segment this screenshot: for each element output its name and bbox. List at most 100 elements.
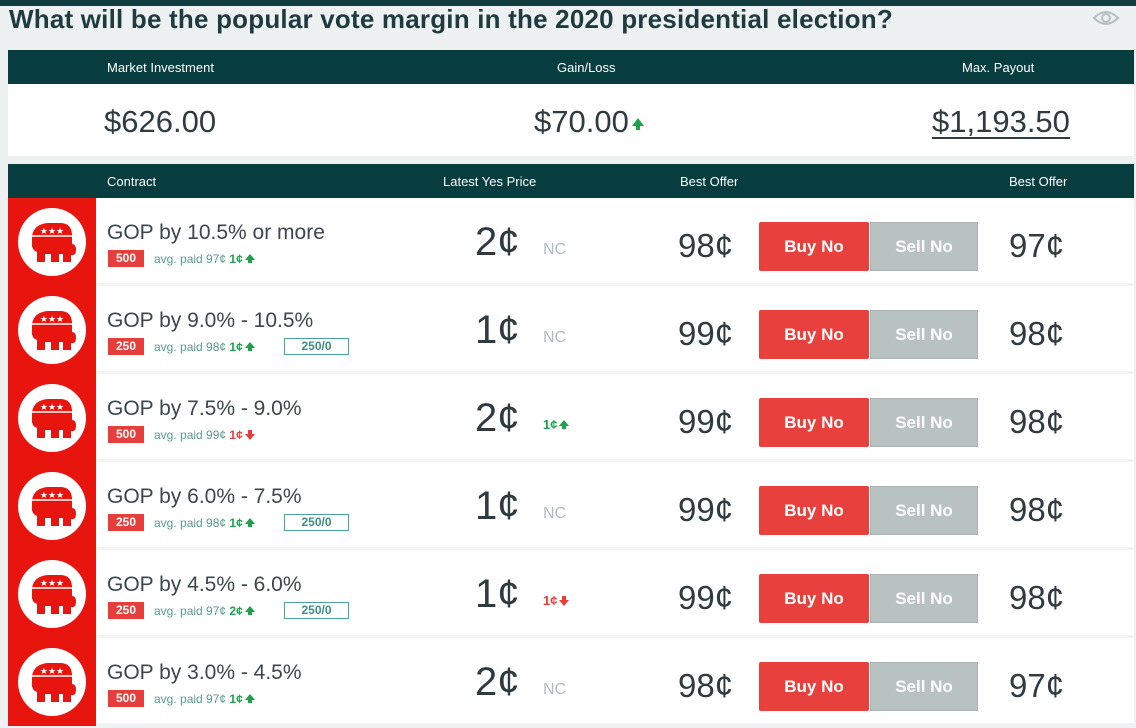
buy-no-button[interactable]: Buy No [759, 222, 869, 271]
page-title: What will be the popular vote margin in … [9, 4, 893, 34]
summary-values: $626.00 $70.00 $1,193.50 [8, 84, 1134, 156]
up-arrow-icon [244, 694, 255, 703]
buy-no-button[interactable]: Buy No [759, 486, 869, 535]
latest-yes-price: 2¢ [475, 220, 520, 264]
contracts-table-header: Contract Latest Yes Price Best Offer Bes… [8, 164, 1134, 198]
investment-header: Market Investment [107, 60, 214, 75]
sell-no-button[interactable]: Sell No [870, 486, 978, 535]
sell-no-button[interactable]: Sell No [870, 662, 978, 711]
best-offer-no: 99¢ [678, 579, 734, 616]
svg-text:★★★: ★★★ [40, 491, 64, 501]
contract-header: Contract [107, 174, 157, 189]
latest-yes-price: 2¢ [475, 396, 520, 440]
payout-value[interactable]: $1,193.50 [932, 104, 1070, 139]
sell-no-button[interactable]: Sell No [870, 310, 978, 359]
payout-header: Max. Payout [962, 60, 1035, 75]
contract-name[interactable]: GOP by 9.0% - 10.5% [107, 309, 314, 332]
up-arrow-icon [244, 254, 255, 263]
avg-paid: avg. paid 97¢ 1¢ [154, 252, 255, 266]
best-offer-buy-header: Best Offer [680, 174, 739, 189]
contract-row[interactable]: ★★★ GOP by 7.5% - 9.0% 500 avg. paid 99¢ 1… [8, 374, 1134, 462]
shares-badge: 250/0 [284, 602, 349, 619]
contract-name[interactable]: GOP by 4.5% - 6.0% [107, 573, 302, 596]
latest-yes-price: 1¢ [475, 308, 520, 352]
best-offer-sell: 97¢ [1009, 227, 1065, 264]
quantity-badge: 500 [108, 250, 144, 267]
republican-elephant-icon: ★★★ [18, 384, 86, 452]
gainloss-value: $70.00 [534, 104, 629, 139]
price-change: NC [543, 681, 567, 698]
avg-paid-label: avg. paid 99¢ [154, 428, 227, 442]
top-accent-bar [0, 0, 1136, 6]
contract-row[interactable]: ★★★ GOP by 4.5% - 6.0% 250 avg. paid 97¢ 2… [8, 550, 1134, 638]
down-arrow-icon [244, 430, 255, 440]
contract-name[interactable]: GOP by 7.5% - 9.0% [107, 397, 302, 420]
buy-no-button[interactable]: Buy No [759, 574, 869, 623]
price-change: NC [543, 505, 567, 522]
gainloss-value-wrap: $70.00 [534, 104, 644, 140]
avg-paid: avg. paid 97¢ 1¢ [154, 692, 255, 706]
gainloss-header: Gain/Loss [557, 60, 616, 75]
best-offer-no: 99¢ [678, 491, 734, 528]
avg-change: 2¢ [229, 604, 243, 618]
row-divider [96, 371, 1134, 374]
contract-name[interactable]: GOP by 3.0% - 4.5% [107, 661, 302, 684]
svg-text:★★★: ★★★ [40, 227, 64, 237]
quantity-badge: 250 [108, 338, 144, 355]
down-arrow-icon [559, 596, 570, 606]
avg-paid: avg. paid 97¢ 2¢ [154, 604, 255, 618]
svg-text:★★★: ★★★ [40, 579, 64, 589]
sell-no-button[interactable]: Sell No [870, 398, 978, 447]
row-divider [96, 459, 1134, 462]
latest-yes-price: 1¢ [475, 484, 520, 528]
contract-name[interactable]: GOP by 6.0% - 7.5% [107, 485, 302, 508]
row-divider [96, 723, 1134, 726]
avg-paid-label: avg. paid 97¢ [154, 604, 227, 618]
price-change: NC [543, 241, 567, 258]
avg-change: 1¢ [229, 428, 243, 442]
up-arrow-icon [244, 606, 255, 615]
contract-row[interactable]: ★★★ GOP by 10.5% or more 500 avg. paid 97¢… [8, 198, 1134, 286]
sell-no-button[interactable]: Sell No [870, 222, 978, 271]
party-color-bar: ★★★ [8, 638, 96, 726]
buy-no-button[interactable]: Buy No [759, 310, 869, 359]
contract-row[interactable]: ★★★ GOP by 6.0% - 7.5% 250 avg. paid 98¢ 1… [8, 462, 1134, 550]
up-arrow-icon [244, 518, 255, 527]
sell-no-button[interactable]: Sell No [870, 574, 978, 623]
avg-paid-label: avg. paid 97¢ [154, 252, 227, 266]
best-offer-sell-header: Best Offer [1009, 174, 1068, 189]
contract-name[interactable]: GOP by 10.5% or more [107, 221, 325, 244]
price-change: 1¢ [543, 593, 558, 608]
avg-paid-label: avg. paid 98¢ [154, 516, 227, 530]
avg-change: 1¢ [229, 692, 243, 706]
investment-value: $626.00 [104, 104, 217, 139]
eye-icon[interactable] [1092, 8, 1120, 28]
up-arrow-icon [244, 342, 255, 351]
quantity-badge: 250 [108, 514, 144, 531]
avg-change: 1¢ [229, 516, 243, 530]
republican-elephant-icon: ★★★ [18, 472, 86, 540]
buy-no-button[interactable]: Buy No [759, 398, 869, 447]
price-change-wrap: 1¢ [543, 593, 570, 608]
republican-elephant-icon: ★★★ [18, 296, 86, 364]
avg-paid-label: avg. paid 97¢ [154, 692, 227, 706]
contract-row[interactable]: ★★★ GOP by 9.0% - 10.5% 250 avg. paid 98¢ … [8, 286, 1134, 374]
svg-text:★★★: ★★★ [40, 667, 64, 677]
contract-row[interactable]: ★★★ GOP by 3.0% - 4.5% 500 avg. paid 97¢ 1… [8, 638, 1134, 726]
price-change: NC [543, 329, 567, 346]
best-offer-no: 99¢ [678, 403, 734, 440]
republican-elephant-icon: ★★★ [18, 560, 86, 628]
party-color-bar: ★★★ [8, 550, 96, 638]
quantity-badge: 250 [108, 602, 144, 619]
best-offer-sell: 98¢ [1009, 315, 1065, 352]
price-change-wrap: 1¢ [543, 417, 570, 432]
buy-no-button[interactable]: Buy No [759, 662, 869, 711]
best-offer-sell: 98¢ [1009, 491, 1065, 528]
avg-paid: avg. paid 98¢ 1¢ [154, 340, 255, 354]
quantity-badge: 500 [108, 426, 144, 443]
up-arrow-icon [631, 118, 644, 130]
best-offer-no: 99¢ [678, 315, 734, 352]
party-color-bar: ★★★ [8, 462, 96, 550]
row-divider [96, 635, 1134, 638]
summary-header: Market Investment Gain/Loss Max. Payout [8, 50, 1134, 84]
